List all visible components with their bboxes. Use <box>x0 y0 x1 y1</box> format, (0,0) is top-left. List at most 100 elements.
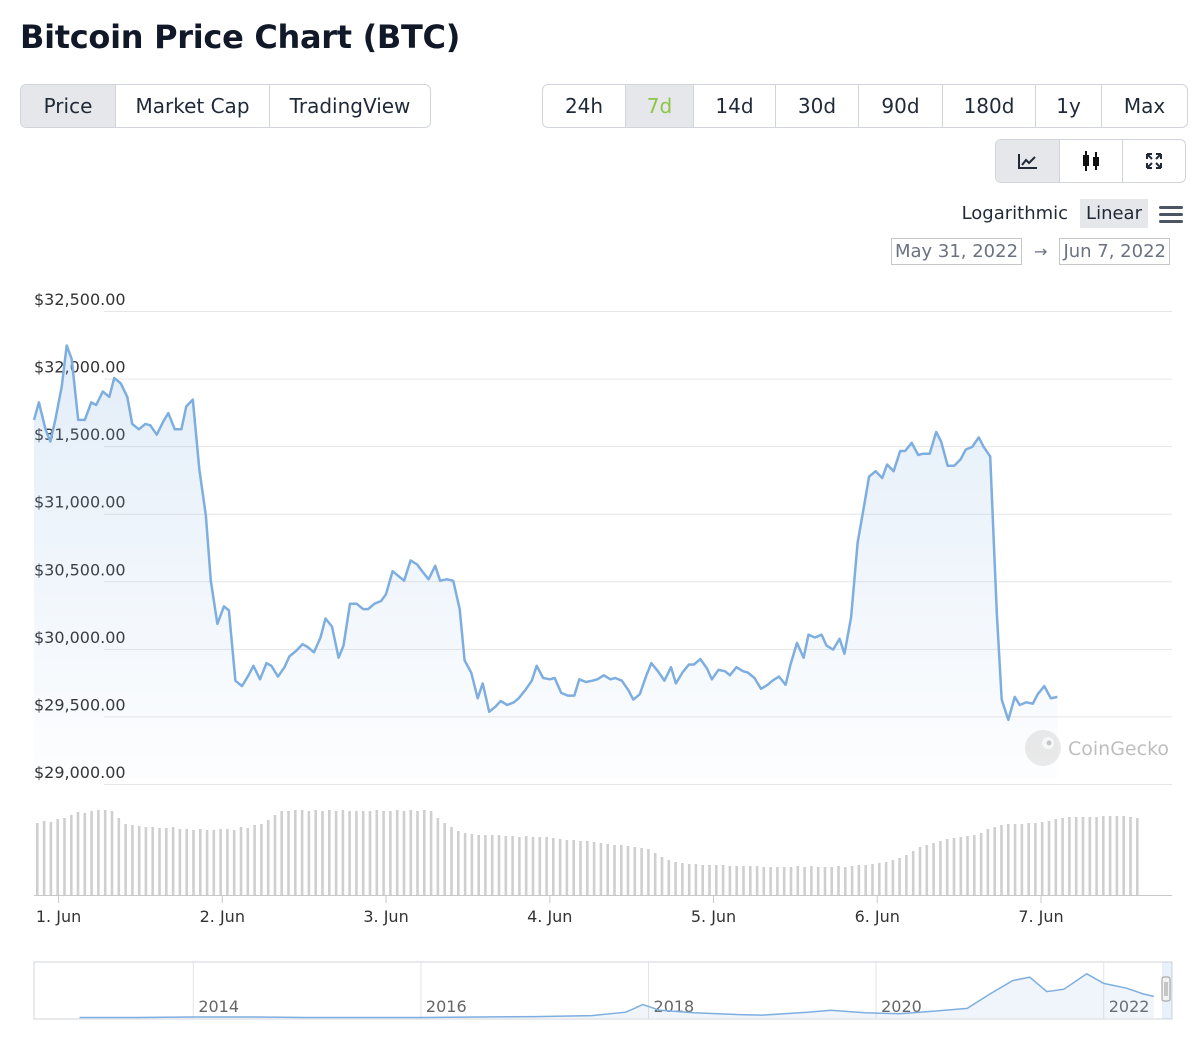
volume-bar <box>185 829 188 895</box>
volume-bar <box>755 866 759 895</box>
x-tick-label: 7. Jun <box>1018 907 1063 926</box>
volume-bar <box>334 811 338 895</box>
volume-bar <box>321 811 324 895</box>
volume-bar <box>212 830 216 895</box>
volume-bar <box>939 841 942 895</box>
volume-bar <box>416 811 419 895</box>
volume-bar <box>728 866 732 895</box>
x-tick-label: 2. Jun <box>200 907 245 926</box>
volume-bar <box>219 829 222 895</box>
volume-bar <box>742 866 745 895</box>
volume-bar <box>232 830 236 895</box>
volume-bar <box>762 867 766 895</box>
range-180d[interactable]: 180d <box>942 85 1035 127</box>
page-title: Bitcoin Price Chart (BTC) <box>20 18 461 56</box>
volume-bar <box>1129 817 1132 895</box>
volume-bar <box>1115 816 1119 895</box>
line-chart-icon <box>1017 154 1037 169</box>
tab-market-cap[interactable]: Market Cap <box>115 85 269 127</box>
volume-bar <box>572 840 575 895</box>
volume-bar <box>1081 817 1085 895</box>
linear-option[interactable]: Linear <box>1080 199 1148 228</box>
volume-bar <box>905 855 908 895</box>
volume-bar <box>103 810 107 895</box>
navigator[interactable]: 2014 2016 2018 2020 2022 <box>33 961 1173 1020</box>
volume-bar <box>1061 818 1064 895</box>
volume-bar <box>266 820 270 895</box>
volume-bar <box>307 811 311 895</box>
date-to-input[interactable]: Jun 7, 2022 <box>1059 238 1170 265</box>
arrow-right-icon: → <box>1034 242 1048 261</box>
volume-bar <box>131 825 134 895</box>
volume-bar <box>117 818 121 895</box>
range-7d[interactable]: 7d <box>625 85 693 127</box>
volume-bar <box>1136 818 1139 895</box>
chart-menu-button[interactable] <box>1158 203 1184 225</box>
scale-toggle: Logarithmic Linear <box>950 199 1184 228</box>
volume-bar <box>606 844 609 895</box>
fullscreen-button[interactable] <box>1122 140 1185 182</box>
logarithmic-option[interactable]: Logarithmic <box>961 203 1069 224</box>
volume-bar <box>524 836 528 895</box>
volume-bar <box>911 851 915 895</box>
volume-bar <box>565 840 569 895</box>
coingecko-logo-icon <box>1025 730 1061 766</box>
volume-bar <box>959 837 963 895</box>
volume-bar <box>918 847 922 895</box>
date-from-input[interactable]: May 31, 2022 <box>890 238 1023 265</box>
navigator-area <box>79 973 1154 1018</box>
range-90d[interactable]: 90d <box>858 85 942 127</box>
x-tick-label: 3. Jun <box>363 907 408 926</box>
tab-tradingview[interactable]: TradingView <box>269 85 430 127</box>
volume-bar <box>871 864 874 895</box>
volume-bar <box>973 835 976 895</box>
range-14d[interactable]: 14d <box>693 85 775 127</box>
volume-bar <box>294 810 297 895</box>
volume-bar <box>993 827 996 895</box>
volume-bar <box>1047 821 1051 895</box>
navigator-handle[interactable] <box>1161 976 1171 1002</box>
volume-bar <box>1102 816 1105 895</box>
tab-price[interactable]: Price <box>21 85 115 127</box>
volume-bar <box>205 830 209 895</box>
volume-bar <box>776 867 779 895</box>
volume-bar <box>749 866 752 895</box>
watermark-text: CoinGecko <box>1068 738 1169 760</box>
volume-bar <box>137 826 141 895</box>
range-max[interactable]: Max <box>1101 85 1187 127</box>
volume-bar <box>1095 817 1098 895</box>
volume-bar <box>470 834 474 895</box>
range-1y[interactable]: 1y <box>1035 85 1101 127</box>
volume-bar <box>898 858 901 895</box>
price-chart[interactable]: $32,500.00$32,000.00$31,500.00$31,000.00… <box>0 285 1200 1030</box>
date-range: May 31, 2022 → Jun 7, 2022 <box>890 238 1170 265</box>
volume-bar <box>538 837 542 895</box>
volume-bar <box>110 811 114 895</box>
volume-bar <box>545 837 548 895</box>
volume-bar <box>1108 816 1112 895</box>
navigator-year-label: 2014 <box>198 997 239 1016</box>
volume-bar <box>558 839 562 895</box>
volume-bar <box>355 811 358 895</box>
volume-bar <box>1122 816 1125 895</box>
volume-bar <box>925 845 929 895</box>
volume-bar <box>864 865 867 895</box>
coingecko-watermark: CoinGecko <box>1025 730 1169 766</box>
volume-bar <box>436 818 440 895</box>
volume-bar <box>660 857 664 895</box>
line-chart-button[interactable] <box>996 140 1059 182</box>
volume-bar <box>857 865 861 895</box>
range-24h[interactable]: 24h <box>564 94 604 118</box>
volume-bar <box>844 867 847 895</box>
volume-bar <box>599 843 603 895</box>
volume-bar <box>1040 822 1044 895</box>
volume-bar <box>518 837 521 895</box>
volume-bar <box>151 827 154 895</box>
candlestick-button[interactable] <box>1059 140 1122 182</box>
range-30d[interactable]: 30d <box>775 85 858 127</box>
volume-bar <box>199 829 202 895</box>
volume-bar <box>178 829 182 895</box>
y-tick-label: $32,500.00 <box>34 290 126 309</box>
volume-bar <box>490 835 494 895</box>
volume-bar <box>273 815 277 895</box>
